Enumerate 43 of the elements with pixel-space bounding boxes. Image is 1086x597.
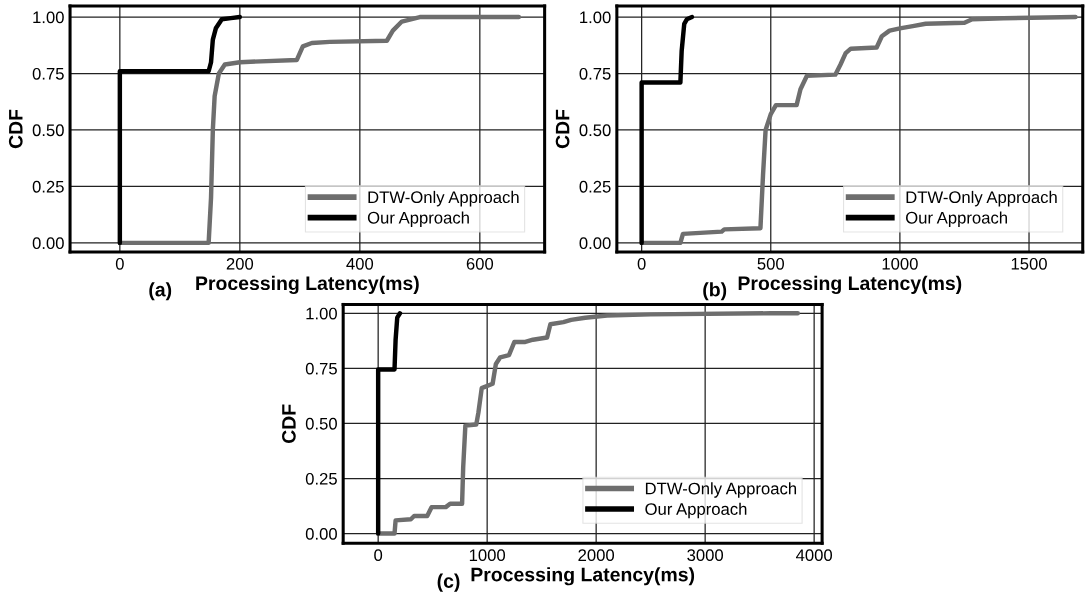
y-tick-label: 0.50 — [305, 417, 337, 430]
y-tick-label: 0.75 — [579, 67, 611, 80]
y-tick-label: 1.00 — [580, 11, 611, 24]
x-tick-label: 200 — [226, 257, 254, 270]
y-axis-title: CDF — [282, 404, 296, 444]
text: (c) — [437, 573, 460, 592]
y-tick-label: 0.50 — [579, 124, 611, 137]
text: (a) — [149, 282, 172, 301]
y-axis-title: CDF — [8, 109, 23, 149]
x-tick-label: 3000 — [687, 549, 724, 562]
y-tick-label: 1.00 — [306, 307, 337, 320]
x-tick-label: 1000 — [882, 257, 918, 270]
legend-label: Our Approach — [645, 502, 747, 519]
x-tick-label: 0 — [115, 257, 124, 270]
x-axis-title: Processing Latency(ms) — [471, 567, 695, 586]
x-tick-label: 400 — [346, 257, 374, 270]
y-tick-label: 0.75 — [305, 362, 337, 375]
x-tick-label: 600 — [466, 257, 494, 270]
y-tick-label: 0.25 — [579, 180, 611, 193]
y-tick-label: 0.75 — [32, 67, 64, 80]
y-tick-label: 0.25 — [305, 472, 337, 485]
y-tick-label: 0.00 — [305, 527, 337, 540]
x-tick-label: 0 — [374, 549, 383, 562]
x-tick-label: 1500 — [1011, 257, 1047, 270]
x-axis-title: Processing Latency(ms) — [196, 275, 419, 295]
legend-label: Our Approach — [367, 211, 469, 227]
text: (b) — [703, 282, 727, 301]
y-tick-label: 0.00 — [579, 237, 611, 250]
x-tick-label: 500 — [757, 257, 785, 270]
y-tick-label: 0.25 — [32, 180, 64, 193]
x-tick-label: 4000 — [795, 549, 833, 562]
y-tick-label: 0.00 — [32, 237, 64, 250]
y-axis-title: CDF — [555, 109, 570, 149]
legend-label: DTW-Only Approach — [645, 482, 797, 498]
y-tick-label: 0.50 — [32, 124, 64, 137]
x-axis-title: Processing Latency(ms) — [738, 275, 962, 295]
y-tick-label: 1.00 — [33, 11, 64, 24]
legend-label: DTW-Only Approach — [906, 190, 1057, 207]
legend-label: DTW-Only Approach — [368, 190, 519, 207]
x-tick-label: 2000 — [578, 549, 615, 562]
x-tick-label: 1000 — [469, 549, 506, 562]
legend-label: Our Approach — [906, 211, 1007, 227]
x-tick-label: 0 — [637, 257, 646, 270]
